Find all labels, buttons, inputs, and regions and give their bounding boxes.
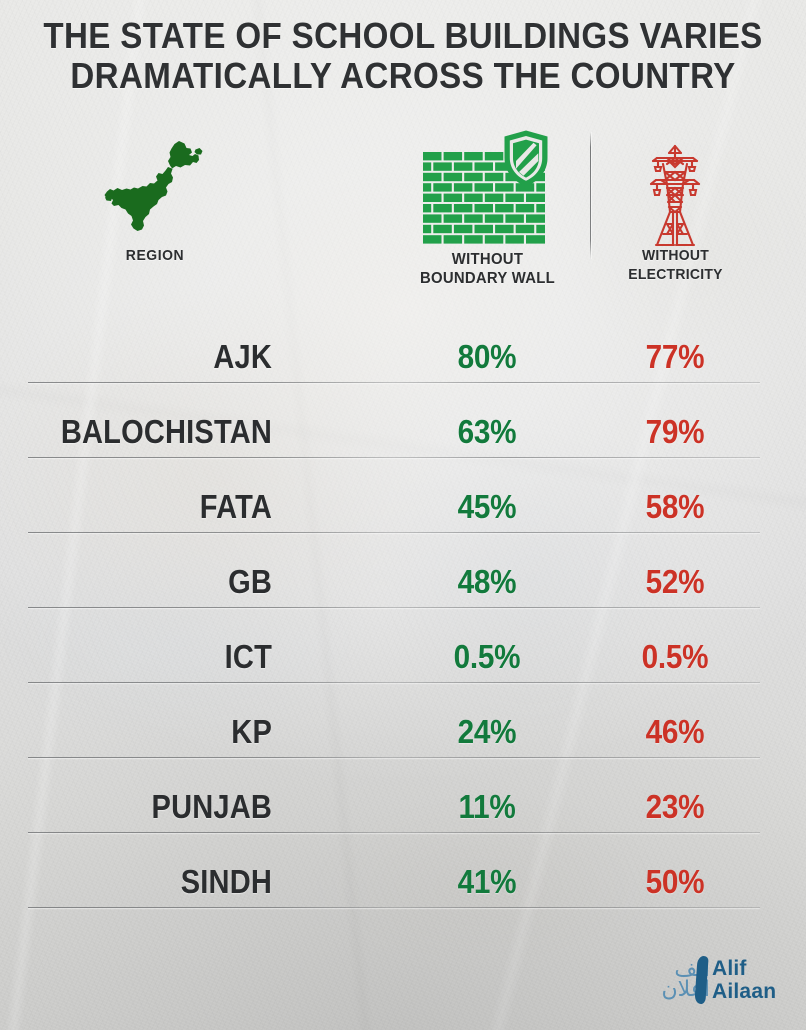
electricity-value: 79% xyxy=(608,415,743,449)
page-title-line-2: DRAMATICALLY ACROSS THE COUNTRY xyxy=(32,56,774,96)
boundary-wall-value: 24% xyxy=(411,715,564,749)
table-row: SINDH 41% 50% xyxy=(0,833,806,908)
electricity-value: 52% xyxy=(608,565,743,599)
pakistan-map-icon-wrap xyxy=(55,128,255,246)
column-header-row: REGION xyxy=(0,128,806,300)
row-separator xyxy=(28,907,760,908)
region-label: KP xyxy=(33,715,272,749)
column-header-electricity-label-2: ELECTRICITY xyxy=(599,265,752,284)
region-label: ICT xyxy=(33,640,272,674)
boundary-wall-icon-wrap xyxy=(385,128,590,250)
boundary-wall-value: 45% xyxy=(411,490,564,524)
table-row: KP 24% 46% xyxy=(0,683,806,758)
electricity-value: 0.5% xyxy=(608,640,743,674)
electricity-pylon-icon xyxy=(643,144,707,247)
column-header-region: REGION xyxy=(55,128,255,265)
boundary-wall-value: 63% xyxy=(411,415,564,449)
table-row: PUNJAB 11% 23% xyxy=(0,758,806,833)
boundary-wall-value: 0.5% xyxy=(411,640,564,674)
column-divider xyxy=(590,132,591,259)
region-label: GB xyxy=(33,565,272,599)
page-title: THE STATE OF SCHOOL BUILDINGS VARIES DRA… xyxy=(32,16,774,96)
boundary-wall-value: 41% xyxy=(411,865,564,899)
shield-icon xyxy=(503,130,549,187)
region-label: AJK xyxy=(33,340,272,374)
data-table: AJK 80% 77% BALOCHISTAN 63% 79% FATA 45%… xyxy=(0,308,806,908)
column-header-electricity: WITHOUT ELECTRICITY xyxy=(593,132,758,284)
page-title-line-1: THE STATE OF SCHOOL BUILDINGS VARIES xyxy=(32,16,774,56)
table-row: FATA 45% 58% xyxy=(0,458,806,533)
alif-ailaan-logo[interactable]: الف اعلان Alif Ailaan xyxy=(634,954,782,1006)
column-header-boundary-wall: WITHOUT BOUNDARY WALL xyxy=(385,128,590,288)
boundary-wall-value: 48% xyxy=(411,565,564,599)
logo-latin-line-1: Alif xyxy=(712,957,776,980)
pakistan-map-icon xyxy=(100,139,210,235)
electricity-value: 23% xyxy=(608,790,743,824)
table-row: BALOCHISTAN 63% 79% xyxy=(0,383,806,458)
region-label: PUNJAB xyxy=(33,790,272,824)
region-label: BALOCHISTAN xyxy=(33,415,272,449)
region-label: FATA xyxy=(33,490,272,524)
table-row: AJK 80% 77% xyxy=(0,308,806,383)
logo-latin-line-2: Ailaan xyxy=(712,980,776,1003)
column-header-electricity-label-1: WITHOUT xyxy=(599,246,752,265)
boundary-wall-value: 11% xyxy=(411,790,564,824)
electricity-value: 58% xyxy=(608,490,743,524)
electricity-value: 46% xyxy=(608,715,743,749)
table-row: GB 48% 52% xyxy=(0,533,806,608)
electricity-pylon-icon-wrap xyxy=(593,132,758,246)
electricity-value: 77% xyxy=(608,340,743,374)
logo-latin-text: Alif Ailaan xyxy=(712,957,776,1003)
table-row: ICT 0.5% 0.5% xyxy=(0,608,806,683)
region-label: SINDH xyxy=(33,865,272,899)
column-header-boundary-wall-label-2: BOUNDARY WALL xyxy=(392,269,583,288)
electricity-value: 50% xyxy=(608,865,743,899)
column-header-region-label: REGION xyxy=(62,246,248,265)
boundary-wall-value: 80% xyxy=(411,340,564,374)
column-header-boundary-wall-label-1: WITHOUT xyxy=(392,250,583,269)
